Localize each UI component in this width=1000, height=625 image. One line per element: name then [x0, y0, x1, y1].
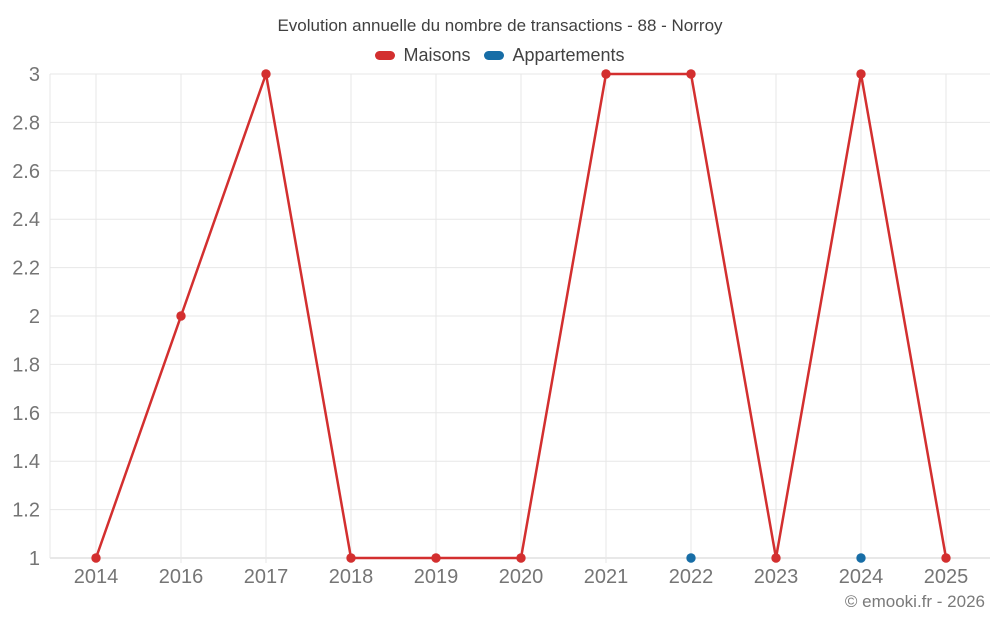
legend-item-maisons[interactable]: Maisons — [375, 45, 470, 66]
maisons-point-2022[interactable] — [686, 69, 696, 79]
x-tick-label: 2014 — [74, 566, 119, 588]
maisons-point-2023[interactable] — [771, 553, 781, 563]
y-tick-label: 1.4 — [12, 451, 40, 473]
appartements-swatch-icon — [484, 51, 505, 60]
y-tick-label: 1.2 — [12, 500, 40, 522]
maisons-point-2020[interactable] — [516, 553, 526, 563]
x-tick-label: 2025 — [924, 566, 969, 588]
x-tick-label: 2017 — [244, 566, 289, 588]
maisons-swatch-icon — [375, 51, 396, 60]
y-tick-label: 1 — [29, 548, 40, 570]
x-tick-label: 2020 — [499, 566, 544, 588]
x-tick-label: 2022 — [669, 566, 714, 588]
x-tick-label: 2023 — [754, 566, 799, 588]
x-tick-label: 2016 — [159, 566, 204, 588]
y-tick-label: 2 — [29, 306, 40, 328]
y-tick-label: 2.2 — [12, 258, 40, 280]
legend-item-appartements[interactable]: Appartements — [484, 45, 625, 66]
legend-label-appartements: Appartements — [512, 45, 625, 65]
maisons-point-2019[interactable] — [431, 553, 441, 563]
maisons-point-2024[interactable] — [856, 69, 866, 79]
maisons-point-2016[interactable] — [176, 311, 186, 321]
appartements-point-2024[interactable] — [856, 553, 866, 563]
copyright-text: © emooki.fr - 2026 — [844, 592, 985, 611]
legend: Maisons Appartements — [0, 45, 1000, 66]
y-tick-label: 2.4 — [12, 209, 40, 231]
maisons-point-2017[interactable] — [261, 69, 271, 79]
appartements-point-2022[interactable] — [686, 553, 696, 563]
x-tick-label: 2021 — [584, 566, 629, 588]
y-tick-label: 2.6 — [12, 161, 40, 183]
y-tick-label: 1.6 — [12, 403, 40, 425]
x-tick-label: 2024 — [839, 566, 884, 588]
x-tick-label: 2018 — [329, 566, 374, 588]
maisons-point-2018[interactable] — [346, 553, 356, 563]
maisons-point-2014[interactable] — [91, 553, 101, 563]
y-tick-label: 3 — [29, 64, 40, 86]
chart-title: Evolution annuelle du nombre de transact… — [277, 16, 723, 35]
maisons-point-2025[interactable] — [941, 553, 951, 563]
legend-label-maisons: Maisons — [403, 45, 471, 65]
y-tick-label: 2.8 — [12, 112, 40, 134]
x-tick-label: 2019 — [414, 566, 459, 588]
maisons-point-2021[interactable] — [601, 69, 611, 79]
y-tick-label: 1.8 — [12, 354, 40, 376]
